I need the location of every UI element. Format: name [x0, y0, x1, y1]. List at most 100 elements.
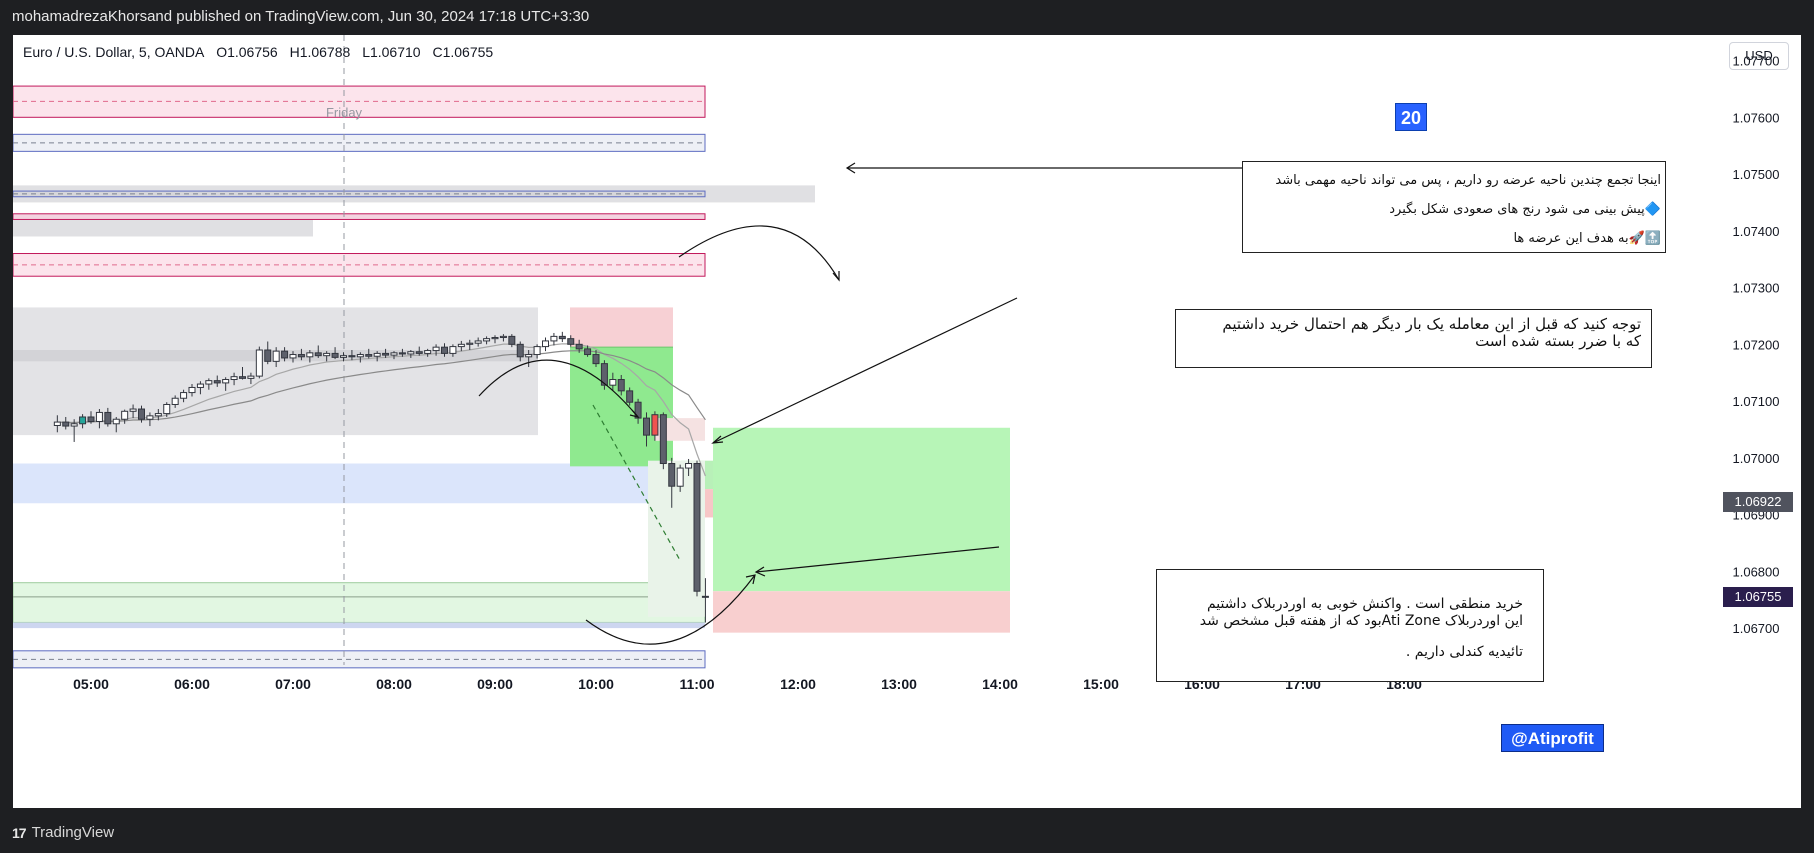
note-supply-zones: اینجا تجمع چندین ناحیه عرضه رو داریم ، پ… [1242, 161, 1666, 253]
candle-body-71 [651, 414, 659, 436]
candle-body-52 [491, 337, 499, 340]
x-tick-9: 14:00 [982, 676, 1018, 692]
candle-body-36 [356, 354, 364, 358]
arc-upper-projection [678, 225, 840, 281]
y-tick-4: 1.07300 [1733, 281, 1780, 296]
candle-body-46 [441, 346, 448, 354]
note-previous-trade: توجه کنید که قبل از این معامله یک بار دی… [1175, 309, 1652, 368]
candle-body-66 [609, 379, 617, 386]
symbol-header: Euro / U.S. Dollar, 5, OANDA O1.06756 H1… [23, 44, 501, 60]
ohlc-high: H1.06788 [289, 44, 351, 60]
candle-body-76 [693, 463, 701, 592]
axis-layer: 1.07700 1.07600 1.07500 1.07400 1.07300 1.072… [73, 35, 1801, 808]
candle-body-65 [600, 363, 608, 386]
candle-body-41 [398, 352, 406, 355]
candle-body-44 [424, 350, 432, 354]
candle-body-22 [239, 376, 246, 379]
y-tick-1: 1.07600 [1733, 110, 1780, 125]
note3-line3: تائیدیه کندلی داریم . [1405, 644, 1523, 660]
candle-body-32 [323, 352, 331, 357]
arc-bottom-bounce [585, 574, 756, 645]
y-tick-10: 1.06700 [1733, 621, 1780, 636]
y-tick-6: 1.07100 [1733, 394, 1780, 409]
demand-zone-blue [13, 463, 705, 504]
candle-body-56 [525, 354, 533, 358]
symbol-name: Euro / U.S. Dollar, 5, OANDA [23, 44, 205, 60]
candle-body-28 [289, 354, 297, 359]
candle-body-70 [643, 417, 650, 436]
candle-body-77 [701, 595, 709, 598]
note1-line1: اینجا تجمع چندین ناحیه عرضه رو داریم ، پ… [1275, 173, 1661, 188]
note2-line2: که با ضرر بسته شده است [1475, 332, 1641, 350]
candle-body-48 [457, 343, 465, 348]
chart-canvas[interactable]: Friday 1.07700 1.07600 1.07500 1.07400 1.073… [13, 35, 1801, 808]
candle-body-3 [79, 416, 87, 425]
day-label: Friday [326, 105, 363, 120]
candle-body-10 [138, 408, 145, 420]
candle-body-33 [331, 352, 339, 358]
zones-layer [13, 85, 1010, 669]
candle-body-12 [154, 413, 162, 417]
ohlc-open: O1.06756 [216, 44, 278, 60]
candle-body-53 [499, 335, 507, 339]
candle-body-24 [255, 349, 263, 377]
candle-body-54 [508, 335, 516, 345]
arrow-note2-head [711, 435, 724, 444]
footer: 17 TradingView [0, 812, 1814, 853]
x-tick-7: 12:00 [780, 676, 816, 692]
candle-body-35 [348, 355, 356, 358]
price-axis-bg [1713, 35, 1801, 808]
note1-line3: 🔝🚀به هدف این عرضه ها [1513, 231, 1661, 246]
prev-position-profit [570, 347, 673, 467]
candle-body-14 [171, 397, 179, 405]
candle-body-25 [264, 349, 272, 362]
note3-line1: خرید منطقی است . واکنش خوبی به اوردربلاک… [1206, 596, 1523, 612]
currency-button[interactable]: USD [1729, 42, 1789, 70]
chart-area[interactable]: Friday 1.07700 1.07600 1.07500 1.07400 1.073… [13, 35, 1801, 808]
x-tick-10: 15:00 [1083, 676, 1119, 692]
candle-body-21 [230, 376, 238, 381]
candle-body-58 [542, 340, 549, 348]
marked-price-tag: 1.06922 [1723, 492, 1793, 513]
ati-zone-edge [13, 622, 705, 629]
candle-body-74 [676, 467, 684, 487]
candle-body-34 [340, 355, 347, 358]
candle-body-18 [205, 380, 213, 385]
arc-top-range [478, 359, 639, 418]
candle-body-5 [95, 411, 103, 423]
candle-body-31 [314, 352, 322, 357]
y-tick-0: 1.07700 [1733, 54, 1780, 69]
candle-body-51 [483, 338, 491, 342]
arc-top-range-head [629, 409, 640, 419]
candle-body-40 [390, 352, 398, 356]
long-position-profit [713, 427, 1010, 592]
candle-body-6 [104, 411, 112, 425]
candle-body-20 [222, 379, 230, 384]
last-price-tag: 1.06755 [1723, 586, 1793, 607]
candle-body-9 [129, 408, 137, 412]
y-tick-9: 1.06800 [1733, 564, 1780, 579]
moving-averages-layer [57, 343, 706, 477]
footer-brand[interactable]: TradingView [31, 824, 115, 841]
candle-body-43 [415, 351, 423, 354]
candle-body-57 [533, 346, 541, 356]
candle-body-2 [70, 423, 78, 427]
candle-body-17 [196, 383, 204, 388]
author-tag: @Atiprofit [1501, 724, 1604, 752]
ohlc-close: C1.06755 [432, 44, 494, 60]
candle-body-26 [272, 350, 280, 362]
candle-body-49 [466, 342, 474, 345]
candle-body-63 [584, 348, 592, 356]
candle-body-73 [668, 463, 676, 487]
candle-body-27 [281, 350, 289, 359]
prev-position-loss [570, 307, 673, 348]
grid-layer: Friday [326, 35, 363, 665]
x-tick-4: 09:00 [477, 676, 513, 692]
note-buy-reason: خرید منطقی است . واکنش خوبی به اوردربلاک… [1156, 569, 1544, 682]
arc-upper-projection-head [832, 271, 840, 282]
arc-bottom-bounce-head [745, 574, 756, 585]
candle-body-1 [62, 421, 70, 427]
x-tick-5: 10:00 [578, 676, 614, 692]
candle-body-72 [659, 414, 667, 465]
x-tick-1: 06:00 [174, 676, 210, 692]
